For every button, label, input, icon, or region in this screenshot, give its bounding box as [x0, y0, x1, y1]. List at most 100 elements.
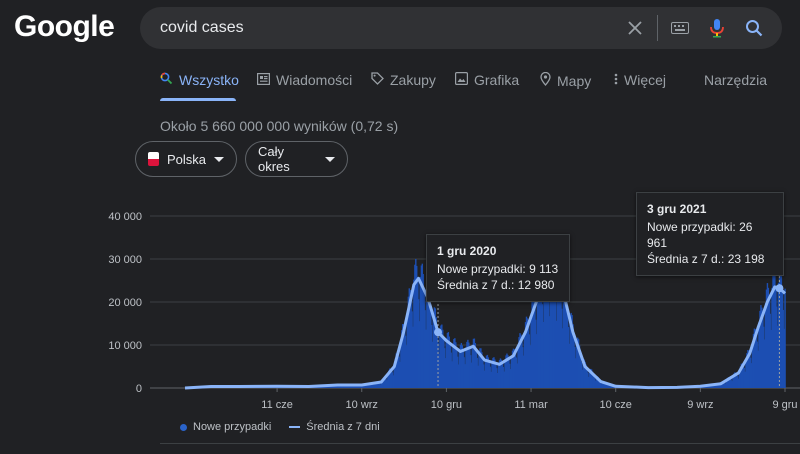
region-filter[interactable]: Polska — [135, 141, 237, 177]
bar — [321, 386, 323, 388]
search-input[interactable] — [160, 7, 620, 49]
bar — [413, 279, 415, 388]
covid-cases-chart[interactable]: 0 10 000 20 000 30 000 40 000 11 cze 10 wrz 10 … — [0, 186, 800, 416]
bar — [497, 362, 500, 388]
bar — [443, 348, 446, 388]
period-filter[interactable]: Cały okres — [245, 141, 348, 177]
bar — [531, 300, 533, 388]
bar — [730, 379, 732, 388]
bar — [492, 357, 494, 388]
bar — [459, 344, 462, 388]
bar — [429, 292, 431, 388]
bar — [445, 338, 448, 388]
bar — [443, 338, 445, 388]
bar — [478, 351, 480, 388]
bar — [766, 283, 769, 388]
bar — [466, 341, 468, 388]
legend-label: Średnia z 7 dni — [306, 421, 380, 433]
bar — [759, 310, 761, 388]
bar — [508, 359, 510, 388]
bar — [429, 308, 432, 388]
bar — [780, 276, 783, 388]
bar — [719, 383, 721, 388]
bar — [448, 336, 450, 388]
chart-tooltip-2021: 3 gru 2021 Nowe przypadki: 26 961 Średni… — [636, 192, 784, 276]
bar — [439, 331, 441, 388]
tab-maps[interactable]: Mapy — [540, 71, 591, 89]
google-logo[interactable]: Google — [14, 10, 115, 43]
bar — [548, 293, 550, 388]
bar — [518, 337, 520, 388]
bar — [765, 289, 768, 388]
bar — [400, 340, 402, 388]
bar — [749, 357, 752, 388]
bar — [485, 355, 488, 388]
bar — [461, 345, 464, 388]
bar — [549, 316, 551, 388]
bar — [500, 359, 503, 388]
microphone-icon[interactable] — [705, 16, 729, 40]
search-icon — [160, 72, 173, 88]
bar — [399, 361, 401, 388]
bar — [569, 317, 571, 388]
bar — [468, 342, 470, 388]
tab-images[interactable]: Grafika — [455, 72, 519, 88]
bar — [734, 372, 736, 388]
tab-shopping[interactable]: Zakupy — [371, 72, 436, 88]
y-tick-label: 0 — [136, 383, 142, 395]
bar — [779, 267, 782, 388]
bar — [397, 353, 399, 388]
bar — [605, 383, 608, 388]
bar — [748, 350, 750, 388]
search-box[interactable] — [140, 7, 782, 49]
bar — [491, 360, 493, 388]
bar — [716, 384, 718, 388]
bar — [712, 384, 715, 388]
bar — [773, 267, 775, 388]
bar — [352, 385, 355, 388]
bar — [454, 338, 456, 388]
hover-point — [434, 328, 443, 337]
legend-item-average[interactable]: Średnia z 7 dni — [289, 421, 380, 433]
bar — [539, 276, 542, 388]
bar — [420, 265, 423, 388]
clear-icon[interactable] — [623, 16, 647, 40]
tab-more[interactable]: Więcej — [614, 72, 666, 88]
tab-all[interactable]: Wszystko — [160, 72, 239, 88]
bar — [453, 338, 455, 388]
bar — [373, 384, 375, 388]
bar — [528, 334, 530, 388]
bar — [715, 383, 717, 388]
tab-news[interactable]: Wiadomości — [257, 72, 352, 88]
legend-item-cases[interactable]: Nowe przypadki — [180, 421, 271, 433]
bar — [563, 280, 566, 388]
tools-button[interactable]: Narzędzia — [704, 72, 767, 88]
tab-all-label: Wszystko — [179, 72, 239, 88]
bar — [419, 276, 422, 388]
bar — [523, 331, 526, 388]
bar — [388, 370, 390, 388]
bar — [757, 350, 759, 388]
bar — [784, 288, 786, 388]
bar — [573, 335, 575, 388]
bar — [360, 386, 362, 388]
bar — [389, 368, 391, 388]
bar — [769, 313, 771, 388]
keyboard-icon[interactable] — [668, 16, 692, 40]
map-pin-icon — [540, 71, 551, 89]
bar — [602, 381, 604, 388]
bar — [371, 383, 373, 388]
bar — [366, 385, 369, 388]
bar — [575, 358, 577, 388]
bar — [768, 300, 770, 388]
search-submit-icon[interactable] — [742, 16, 766, 40]
bar — [474, 343, 477, 388]
y-tick-label: 10 000 — [108, 340, 142, 352]
bar — [509, 369, 512, 388]
bar — [576, 340, 578, 388]
bar — [752, 333, 755, 388]
bar — [458, 348, 461, 388]
bar — [444, 358, 447, 388]
bar — [555, 320, 557, 388]
active-tab-indicator — [160, 98, 236, 101]
